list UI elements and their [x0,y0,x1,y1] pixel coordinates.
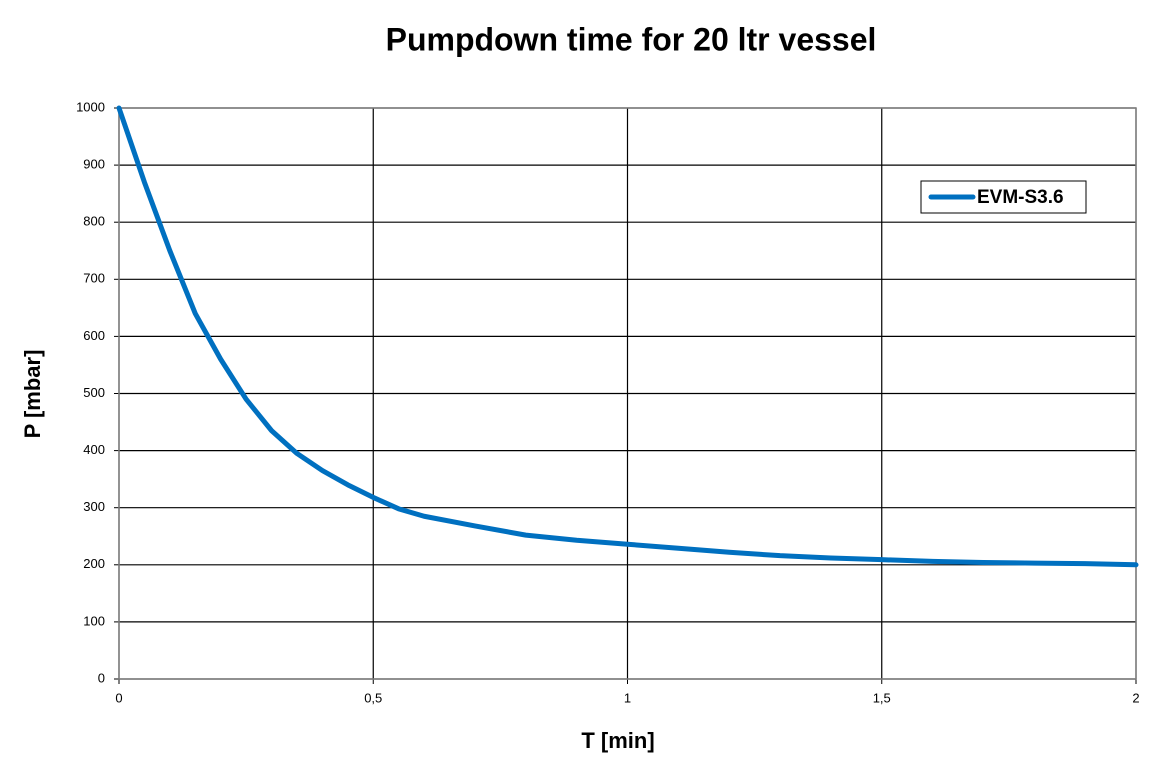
y-tick-label: 800 [83,214,105,229]
y-tick-label: 600 [83,328,105,343]
data-line [116,105,1139,568]
y-tick-label: 900 [83,157,105,172]
y-tick-label: 200 [83,556,105,571]
x-axis-label: T [min] [581,728,654,753]
y-tick-label: 300 [83,499,105,514]
x-tick-label: 2 [1132,690,1139,705]
y-tick-label: 100 [83,613,105,628]
y-axis-label: P [mbar] [20,350,45,439]
legend-label: EVM-S3.6 [977,187,1064,208]
x-tick-label: 1 [624,690,631,705]
y-tick-label: 500 [83,385,105,400]
x-tick-label: 0,5 [364,690,382,705]
y-tick-label: 700 [83,271,105,286]
y-tick-label: 1000 [76,99,105,114]
y-tick-label: 400 [83,442,105,457]
x-tick-label: 1,5 [873,690,891,705]
chart-title: Pumpdown time for 20 ltr vessel [386,21,877,57]
y-tick-label: 0 [98,670,105,685]
x-tick-label: 0 [115,690,122,705]
plot-frame [118,107,1137,680]
